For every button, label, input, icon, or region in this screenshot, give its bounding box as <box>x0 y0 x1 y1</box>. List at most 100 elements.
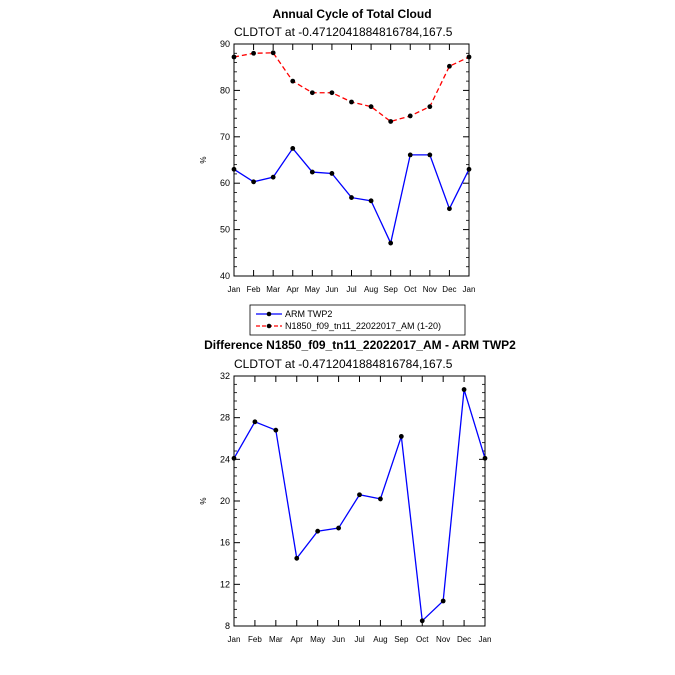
data-point <box>252 419 258 425</box>
data-point <box>447 206 452 212</box>
x-tick-label: Mar <box>266 285 280 294</box>
data-point <box>447 63 452 69</box>
y-tick-label: 24 <box>220 454 230 464</box>
legend-label-arm: ARM TWP2 <box>285 309 332 319</box>
data-point <box>251 179 256 185</box>
x-tick-label: May <box>310 635 325 644</box>
data-point <box>315 528 321 534</box>
x-tick-label: Mar <box>269 635 283 644</box>
x-tick-label: Jan <box>463 285 476 294</box>
data-point <box>273 427 279 433</box>
legend-marker-arm <box>266 311 272 317</box>
y-tick-label: 70 <box>220 132 230 142</box>
data-point <box>368 198 374 204</box>
x-tick-label: Jan <box>479 635 492 644</box>
x-tick-label: Jan <box>228 285 241 294</box>
data-point <box>482 455 488 461</box>
y-tick-label: 20 <box>220 496 230 506</box>
x-tick-label: Feb <box>247 285 261 294</box>
plot-frame <box>233 43 470 277</box>
x-tick-label: May <box>305 285 320 294</box>
axes: Jan Feb Mar Apr May Jun Jul Aug Sep Oct Nov Dec Jan 8… <box>220 371 491 644</box>
data-point <box>231 455 237 461</box>
x-tick-label: Sep <box>394 635 409 644</box>
legend-label-model: N1850_f09_tn11_22022017_AM (1-20) <box>285 321 441 331</box>
data-point <box>349 195 354 200</box>
data-point <box>290 146 296 151</box>
data-point <box>336 525 341 531</box>
x-tick-label: Dec <box>442 285 456 294</box>
x-tick-label: Jun <box>325 285 338 294</box>
y-tick-label: 90 <box>220 39 230 49</box>
data-point <box>251 50 256 56</box>
y-tick-label: 60 <box>220 178 230 188</box>
legend-box <box>249 304 466 336</box>
x-tick-label: Nov <box>423 285 437 294</box>
series-group <box>231 50 472 246</box>
legend-marker-model <box>266 323 272 329</box>
x-tick-label: Aug <box>364 285 378 294</box>
x-tick-label: Apr <box>291 635 304 644</box>
data-point <box>398 434 404 439</box>
y-tick-label: 12 <box>220 579 230 589</box>
chart-subtitle: CLDTOT at -0.4712041884816784,167.5 <box>234 25 453 39</box>
data-point <box>357 492 362 498</box>
data-point <box>309 90 315 96</box>
data-point <box>427 104 433 110</box>
data-point <box>231 54 237 60</box>
data-point <box>427 152 433 158</box>
plot-frame <box>233 375 486 627</box>
data-point <box>466 54 472 60</box>
x-tick-label: Dec <box>457 635 471 644</box>
data-point <box>309 169 315 175</box>
chart-title: Difference N1850_f09_tn11_22022017_AM - … <box>204 338 516 352</box>
data-point <box>440 598 446 604</box>
x-tick-label: Jan <box>228 635 241 644</box>
x-tick-label: Apr <box>287 285 300 294</box>
data-point <box>270 50 276 56</box>
axes: Jan Feb Mar Apr May Jun Jul Aug Sep Oct Nov Dec Jan 4… <box>220 39 475 294</box>
x-tick-label: Oct <box>416 635 429 644</box>
x-tick-label: Aug <box>373 635 387 644</box>
data-point <box>419 618 425 624</box>
data-point <box>329 171 335 176</box>
legend: ARM TWP2 N1850_f09_tn11_22022017_AM (1-2… <box>249 304 466 336</box>
data-point <box>407 152 413 158</box>
x-tick-label: Feb <box>248 635 262 644</box>
difference-panel: Difference N1850_f09_tn11_22022017_AM - … <box>199 338 516 644</box>
data-point <box>407 113 413 119</box>
series-line-1 <box>233 52 470 123</box>
data-point <box>388 119 394 124</box>
data-point <box>466 166 472 172</box>
data-point <box>294 555 300 561</box>
series-line-0 <box>233 389 486 623</box>
y-tick-label: 32 <box>220 371 230 381</box>
annual-cycle-panel: Annual Cycle of Total Cloud CLDTOT at -0… <box>199 7 475 336</box>
y-axis-label: % <box>199 156 208 163</box>
chart-title: Annual Cycle of Total Cloud <box>272 7 431 21</box>
data-point <box>388 240 394 246</box>
data-point <box>290 78 296 84</box>
y-axis-label: % <box>199 497 208 504</box>
y-tick-label: 8 <box>225 621 230 631</box>
x-tick-label: Jul <box>346 285 356 294</box>
y-tick-label: 40 <box>220 271 230 281</box>
x-tick-label: Nov <box>436 635 450 644</box>
data-point <box>270 174 276 180</box>
chart-subtitle: CLDTOT at -0.4712041884816784,167.5 <box>234 357 453 371</box>
x-tick-label: Jun <box>332 635 345 644</box>
y-tick-label: 80 <box>220 85 230 95</box>
data-point <box>461 387 467 392</box>
data-point <box>329 90 335 96</box>
y-tick-label: 16 <box>220 538 230 548</box>
data-point <box>231 166 237 172</box>
data-point <box>349 99 354 105</box>
x-tick-label: Jul <box>354 635 364 644</box>
x-tick-label: Sep <box>384 285 399 294</box>
data-point <box>378 496 383 502</box>
y-tick-label: 50 <box>220 225 230 235</box>
y-tick-label: 28 <box>220 413 230 423</box>
series-group <box>231 387 488 624</box>
x-tick-label: Oct <box>404 285 417 294</box>
